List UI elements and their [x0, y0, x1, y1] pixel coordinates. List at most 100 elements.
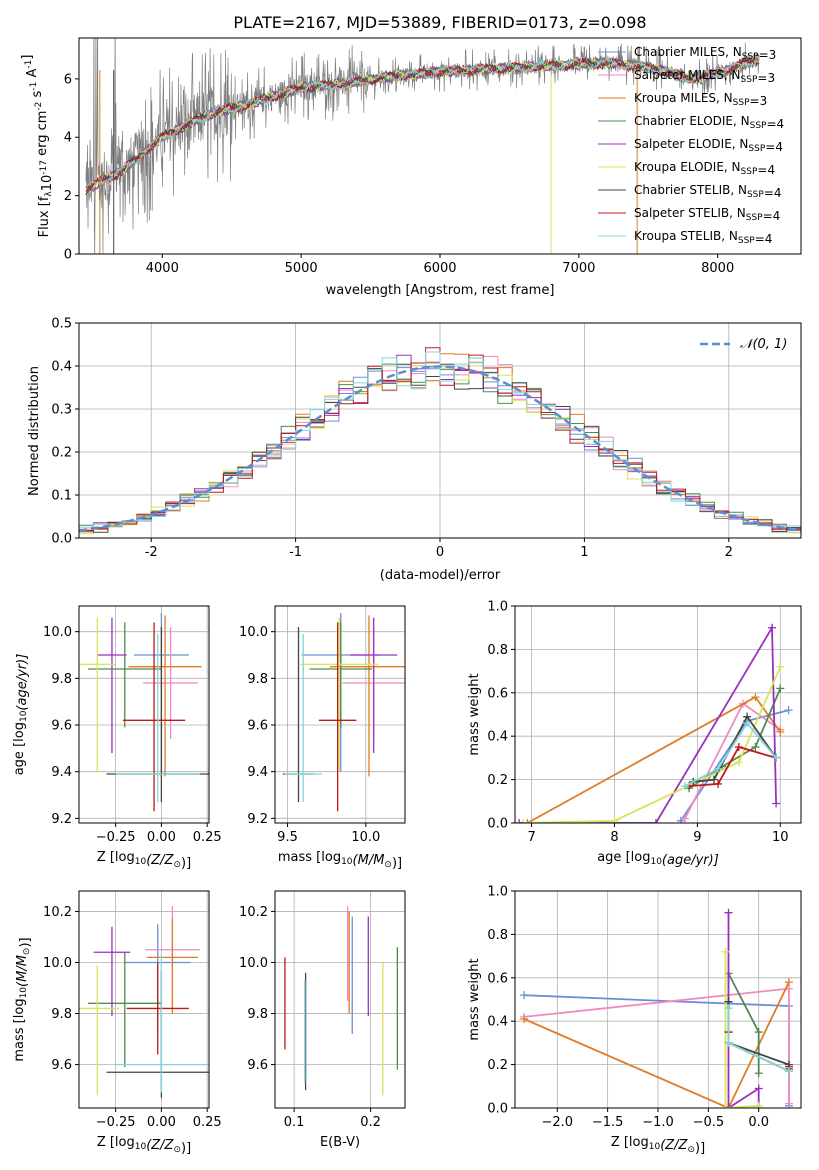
normal-distribution-curve — [79, 365, 801, 532]
y-tick-label: 0.0 — [487, 817, 508, 832]
legend-label: 𝒩(0, 1) — [740, 337, 787, 352]
y-axis-label: mass [log10(M/M⊙)] — [12, 937, 33, 1061]
label-part: s — [30, 90, 45, 101]
label-part: age [log — [597, 850, 650, 865]
axes-frame — [274, 890, 406, 1109]
label-part: =4 — [766, 117, 784, 131]
plot-area — [85, 38, 760, 254]
label-part: Flux [f — [37, 196, 52, 237]
label-part: Salpeter STELIB, N — [634, 206, 746, 220]
weight-series-line — [727, 973, 760, 1074]
label-part: =3 — [750, 94, 768, 108]
weight-series-line — [523, 666, 782, 823]
weight-marker — [754, 1101, 763, 1108]
x-tick-label: 0.25 — [193, 1115, 222, 1130]
weight-marker — [680, 814, 689, 823]
x-axis-label: Z [log10(Z/Z⊙)] — [97, 1135, 191, 1156]
label-part: =4 — [757, 163, 775, 177]
y-tick-label: 0.2 — [487, 1058, 508, 1073]
y-tick-label: 0.4 — [487, 730, 508, 745]
x-tick-label: 9 — [693, 830, 701, 845]
y-tick-label: 9.6 — [51, 719, 72, 734]
weight-marker — [714, 764, 723, 773]
y-tick-label: 9.4 — [247, 765, 268, 780]
spectrum-plot: 4000 5000 6000 7000 8000 0 2 4 6 Chabrier MILES, … — [20, 37, 802, 298]
y-tick-label: 10.2 — [239, 905, 268, 920]
label-part: mass [log — [12, 998, 27, 1061]
x-tick-label: -2 — [145, 545, 158, 560]
y-tick-label: 4 — [64, 131, 72, 146]
x-tick-label: 8 — [610, 830, 618, 845]
weight-marker — [776, 727, 785, 736]
weight-marker — [520, 991, 529, 1000]
axes-frame — [78, 37, 802, 255]
x-tick-label: 0.00 — [147, 830, 176, 845]
y-tick-label: 0.2 — [51, 446, 72, 461]
weight-marker — [709, 775, 718, 784]
x-tick-label: −0.25 — [96, 1115, 136, 1130]
x-tick-label: 7000 — [562, 261, 595, 276]
x-tick-label: -1 — [289, 545, 302, 560]
weight-series-line — [523, 981, 790, 1108]
label-part: 10 — [135, 1142, 147, 1152]
y-axis-label: Flux [fλ10-17 erg cm-2 s-1 A-1] — [20, 55, 55, 238]
mass-vs-ebv-plot: 0.1 0.2 9.6 9.8 10.0 10.2 E(B-V) — [239, 890, 406, 1150]
y-tick-label: 9.2 — [247, 812, 268, 827]
weight-marker — [754, 1028, 763, 1037]
weight-series-line — [684, 721, 777, 787]
label-part: A — [25, 69, 40, 82]
label-part: (Z/Z — [146, 1138, 174, 1153]
x-tick-label: −0.5 — [693, 1115, 725, 1130]
label-part: SSP — [733, 98, 750, 108]
label-part: =4 — [763, 209, 781, 223]
label-part: )] — [181, 856, 191, 871]
residual-histogram-plot: -2 -1 0 1 2 0.0 0.1 0.2 0.3 0.4 0.5 𝒩(0, 1) (data-mo… — [27, 317, 802, 583]
y-tick-label: 9.8 — [247, 1007, 268, 1022]
label-part: 10 — [135, 857, 147, 867]
weight-marker — [724, 1038, 733, 1047]
label-part: -17 — [39, 160, 49, 175]
age-vs-metallicity-plot: −0.25 0.00 0.259.29.49.69.810.0Z [log10(Z/… — [12, 605, 222, 871]
label-part: SSP — [742, 52, 759, 62]
legend-label: Chabrier MILES, NSSP=3 — [634, 45, 776, 62]
x-tick-label: 1 — [580, 545, 588, 560]
label-part: (age/yr)] — [662, 853, 719, 868]
weight-marker — [724, 1104, 733, 1108]
plot-area — [282, 613, 405, 812]
x-tick-label: 0.0 — [748, 1115, 769, 1130]
y-tick-label: 0.6 — [487, 686, 508, 701]
x-tick-label: 4000 — [146, 261, 179, 276]
y-tick-label: 0.5 — [51, 317, 72, 332]
label-part: Salpeter ELODIE, N — [634, 137, 748, 151]
legend-label: Salpeter ELODIE, NSSP=4 — [634, 137, 783, 154]
label-part: ⊙ — [173, 860, 181, 870]
weight-marker — [721, 1104, 730, 1108]
label-part: λ — [44, 191, 54, 197]
figure-title: PLATE=2167, MJD=53889, FIBERID=0173, z=0… — [233, 13, 646, 32]
label-part: ⊙ — [384, 860, 392, 870]
y-tick-label: 10.0 — [239, 625, 268, 640]
x-tick-label: −1.5 — [592, 1115, 624, 1130]
weight-marker — [721, 947, 730, 956]
y-tick-label: 9.4 — [51, 765, 72, 780]
y-axis-label: age [log10(age/yr)] — [12, 654, 30, 776]
y-tick-label: 0.8 — [487, 643, 508, 658]
label-part: =4 — [764, 186, 782, 200]
y-tick-label: 9.6 — [247, 719, 268, 734]
plot-area — [79, 347, 801, 537]
axes-frame — [274, 605, 406, 824]
label-part: (Z/Z — [660, 1138, 688, 1153]
x-axis-label: (data-model)/error — [380, 568, 501, 583]
label-part: mass [log — [278, 850, 341, 865]
weight-marker — [754, 1069, 763, 1078]
label-part: 10 — [649, 1142, 661, 1152]
weight-marker — [776, 684, 785, 693]
weight-series-line — [727, 912, 760, 1108]
y-tick-label: 9.6 — [51, 1058, 72, 1073]
y-tick-label: 9.8 — [51, 672, 72, 687]
y-tick-label: 0.0 — [51, 532, 72, 547]
y-tick-label: 0.1 — [51, 489, 72, 504]
label-part: 10 — [19, 987, 29, 999]
x-tick-label: −1.0 — [642, 1115, 674, 1130]
